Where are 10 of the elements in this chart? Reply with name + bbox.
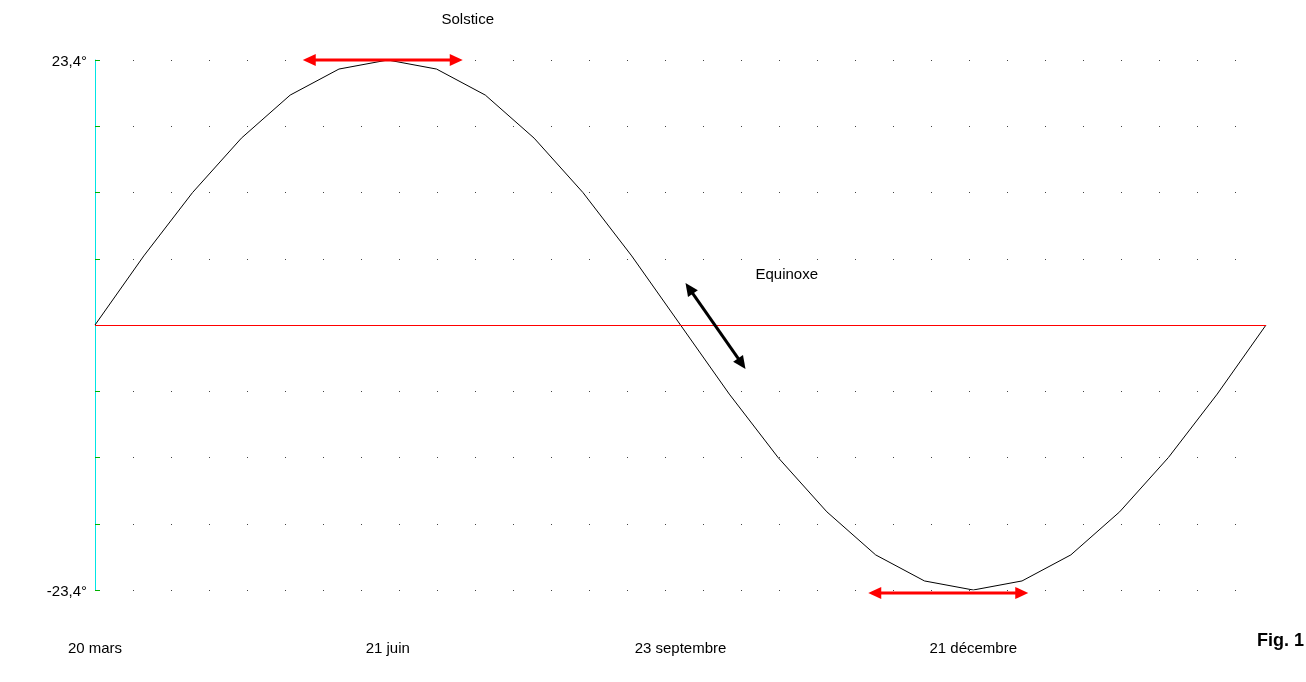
y-tick-label: -23,4° bbox=[46, 581, 87, 599]
caption: Fig. 1 bbox=[1256, 630, 1304, 651]
x-tick-label: 20 mars bbox=[67, 639, 123, 656]
text: Solstice bbox=[441, 10, 495, 27]
annotation: Equinoxe bbox=[755, 265, 819, 282]
x-tick-label: 21 décembre bbox=[929, 639, 1018, 656]
y-tick-label: 23,4° bbox=[51, 51, 87, 69]
x-tick-label: 23 septembre bbox=[634, 639, 727, 656]
x-tick-label: 21 juin bbox=[365, 639, 410, 656]
line-series bbox=[94, 59, 1267, 591]
